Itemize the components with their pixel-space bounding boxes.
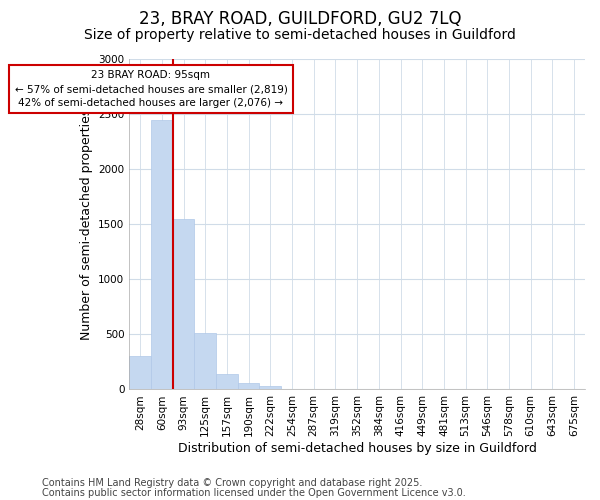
Text: Contains public sector information licensed under the Open Government Licence v3: Contains public sector information licen… — [42, 488, 466, 498]
Y-axis label: Number of semi-detached properties: Number of semi-detached properties — [80, 108, 92, 340]
Bar — [151, 120, 173, 390]
Bar — [238, 384, 259, 390]
Bar — [194, 334, 216, 390]
Bar — [259, 386, 281, 390]
Bar — [216, 374, 238, 390]
Text: Contains HM Land Registry data © Crown copyright and database right 2025.: Contains HM Land Registry data © Crown c… — [42, 478, 422, 488]
Bar — [129, 356, 151, 390]
Text: 23, BRAY ROAD, GUILDFORD, GU2 7LQ: 23, BRAY ROAD, GUILDFORD, GU2 7LQ — [139, 10, 461, 28]
Text: Size of property relative to semi-detached houses in Guildford: Size of property relative to semi-detach… — [84, 28, 516, 42]
X-axis label: Distribution of semi-detached houses by size in Guildford: Distribution of semi-detached houses by … — [178, 442, 536, 455]
Bar — [173, 218, 194, 390]
Text: 23 BRAY ROAD: 95sqm
← 57% of semi-detached houses are smaller (2,819)
42% of sem: 23 BRAY ROAD: 95sqm ← 57% of semi-detach… — [14, 70, 287, 108]
